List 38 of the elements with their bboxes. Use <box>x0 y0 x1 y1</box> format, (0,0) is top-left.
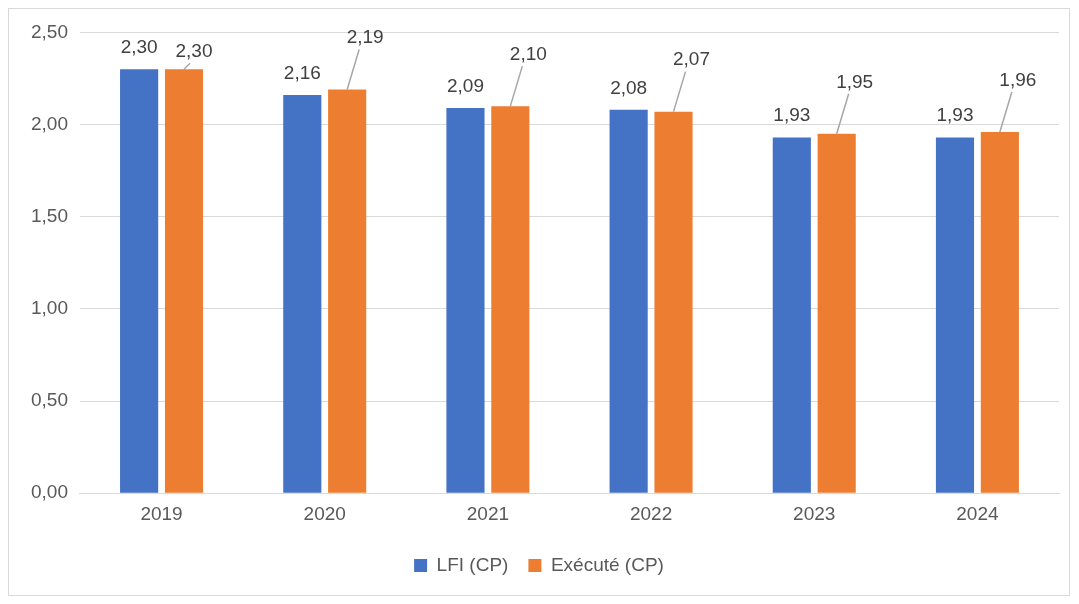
bar <box>772 137 811 493</box>
x-tick-label: 2022 <box>629 502 673 524</box>
data-label: 2,10 <box>509 42 547 64</box>
y-tick-label: 0,50 <box>31 389 68 411</box>
bar <box>446 107 485 493</box>
data-label: 2,19 <box>346 26 384 48</box>
bar <box>980 131 1019 493</box>
bar <box>609 109 648 493</box>
data-label: 1,95 <box>836 70 874 92</box>
y-tick-label: 1,50 <box>31 204 68 226</box>
data-label: 2,09 <box>446 74 484 96</box>
bar <box>120 69 159 493</box>
x-tick-label: 2020 <box>303 502 346 524</box>
bar <box>935 137 975 493</box>
data-label: 2,30 <box>120 36 158 57</box>
bar <box>817 133 856 493</box>
data-label: 2,08 <box>610 76 648 98</box>
x-tick-label: 2019 <box>140 502 183 524</box>
y-tick-label: 0,00 <box>31 481 68 503</box>
data-label: 2,16 <box>283 61 321 83</box>
data-label: 2,07 <box>673 48 710 70</box>
x-tick-label: 2021 <box>466 502 510 524</box>
bar <box>654 111 693 493</box>
x-tick-label: 2024 <box>956 502 999 524</box>
y-tick-label: 2,50 <box>31 20 68 42</box>
bar <box>328 89 367 493</box>
data-label: 1,93 <box>936 104 974 126</box>
bar <box>164 69 204 493</box>
bar <box>491 106 530 493</box>
data-label: 2,30 <box>175 40 213 61</box>
bar <box>283 95 322 493</box>
data-label: 1,93 <box>773 104 811 126</box>
legend-label: Exécuté (CP) <box>550 553 664 575</box>
y-tick-label: 1,00 <box>31 297 68 319</box>
y-tick-label: 2,00 <box>31 112 68 134</box>
x-tick-label: 2023 <box>793 502 836 524</box>
data-label: 1,96 <box>999 68 1037 90</box>
legend-label: LFI (CP) <box>436 553 509 575</box>
